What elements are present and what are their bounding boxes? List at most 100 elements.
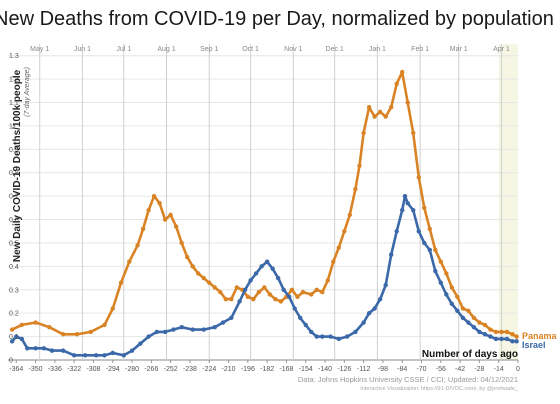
data-point-panama <box>388 105 394 110</box>
y-tick-label: 0.6 <box>9 217 19 224</box>
data-point-panama <box>504 329 510 335</box>
data-point-panama <box>262 285 267 290</box>
data-point-israel <box>60 348 66 353</box>
series-line-panama <box>11 70 518 338</box>
data-point-israel <box>488 334 493 339</box>
data-point-israel <box>82 353 88 358</box>
y-tick-label: 0.2 <box>9 311 19 318</box>
data-point-panama <box>383 114 388 119</box>
data-point-israel <box>275 275 281 281</box>
x-tick-label: -70 <box>416 366 426 373</box>
x-tick-label: -42 <box>455 366 465 373</box>
data-point-israel <box>477 329 482 335</box>
month-label: Nov 1 <box>284 46 302 53</box>
data-point-panama <box>146 207 151 213</box>
x-tick-label: -140 <box>318 366 332 373</box>
data-point-israel <box>328 334 333 339</box>
data-point-israel <box>504 336 510 342</box>
data-point-panama <box>60 332 66 337</box>
data-point-israel <box>471 325 477 330</box>
data-point-israel <box>190 327 195 332</box>
y-tick-label: 1.2 <box>9 77 19 84</box>
data-point-israel <box>309 329 314 335</box>
data-point-panama <box>449 285 455 290</box>
data-point-israel <box>433 268 438 274</box>
data-point-israel <box>411 207 416 213</box>
data-point-israel <box>510 339 515 344</box>
data-point-israel <box>422 240 427 246</box>
data-point-israel <box>394 229 399 234</box>
data-point-panama <box>514 334 519 339</box>
data-point-israel <box>377 296 383 302</box>
month-label: Feb 1 <box>411 46 429 53</box>
data-point-panama <box>212 285 217 290</box>
data-point-israel <box>248 278 253 283</box>
y-tick-label: 0.5 <box>9 240 19 247</box>
tick-layer: 1.31.21.110.90.80.70.60.50.40.30.20.10-3… <box>9 53 520 373</box>
data-point-panama <box>342 229 347 234</box>
data-point-israel <box>162 329 168 335</box>
data-point-panama <box>493 329 499 335</box>
data-point-panama <box>118 280 124 285</box>
data-point-israel <box>286 294 292 299</box>
data-point-israel <box>212 325 217 330</box>
data-point-panama <box>482 322 488 328</box>
data-point-israel <box>259 264 264 269</box>
data-point-israel <box>361 320 366 325</box>
month-label: Mar 1 <box>450 46 468 53</box>
data-point-israel <box>427 247 432 253</box>
data-point-israel <box>388 252 394 257</box>
month-label: Dec 1 <box>326 46 344 53</box>
x-tick-label: -182 <box>260 366 274 373</box>
data-point-israel <box>482 332 488 337</box>
x-tick-label: -112 <box>357 366 371 373</box>
x-tick-label: -14 <box>494 366 504 373</box>
month-label: Jul 1 <box>116 46 131 53</box>
data-point-israel <box>102 353 107 358</box>
data-point-israel <box>303 322 308 328</box>
data-point-israel <box>49 348 55 353</box>
data-point-panama <box>267 292 273 297</box>
y-tick-label: 1.1 <box>9 100 19 107</box>
data-point-panama <box>33 320 38 325</box>
month-layer: May 1 Jun 1 Jul 1 Aug 1 Sep 1 Oct 1 Nov 1 Dec 1… <box>30 44 510 360</box>
data-point-panama <box>377 109 383 115</box>
data-point-israel <box>353 329 358 335</box>
data-point-panama <box>361 130 366 136</box>
data-point-panama <box>394 81 399 86</box>
data-point-panama <box>173 224 179 229</box>
data-point-israel <box>493 336 499 342</box>
data-point-panama <box>127 259 132 264</box>
data-point-israel <box>201 327 206 332</box>
data-point-israel <box>33 346 38 351</box>
data-point-israel <box>449 301 455 307</box>
data-point-israel <box>220 320 226 325</box>
series-label-panama: Panama <box>522 331 558 341</box>
data-point-panama <box>314 287 319 292</box>
data-point-israel <box>336 336 342 342</box>
month-label: Oct 1 <box>242 46 259 53</box>
x-tick-label: -98 <box>378 366 388 373</box>
y-tick-label: 0.7 <box>9 194 19 201</box>
data-point-panama <box>110 306 115 311</box>
data-point-panama <box>455 294 460 299</box>
y-axis-sublabel: (7-day Average) <box>24 67 31 117</box>
data-point-panama <box>278 299 284 304</box>
data-point-israel <box>138 341 143 346</box>
series-layer <box>9 69 519 358</box>
data-point-israel <box>94 353 99 358</box>
data-point-panama <box>471 315 477 321</box>
data-point-panama <box>157 200 162 206</box>
data-point-panama <box>289 287 295 292</box>
y-tick-label: 0.3 <box>9 287 19 294</box>
x-tick-label: -238 <box>183 366 197 373</box>
recent-shade <box>498 44 518 360</box>
data-point-panama <box>488 327 493 332</box>
data-point-panama <box>325 278 330 283</box>
data-point-panama <box>135 243 140 248</box>
data-point-panama <box>207 280 212 285</box>
month-label: Aug 1 <box>157 46 175 53</box>
data-point-panama <box>184 254 190 260</box>
data-point-panama <box>300 289 306 295</box>
data-point-panama <box>400 69 405 75</box>
